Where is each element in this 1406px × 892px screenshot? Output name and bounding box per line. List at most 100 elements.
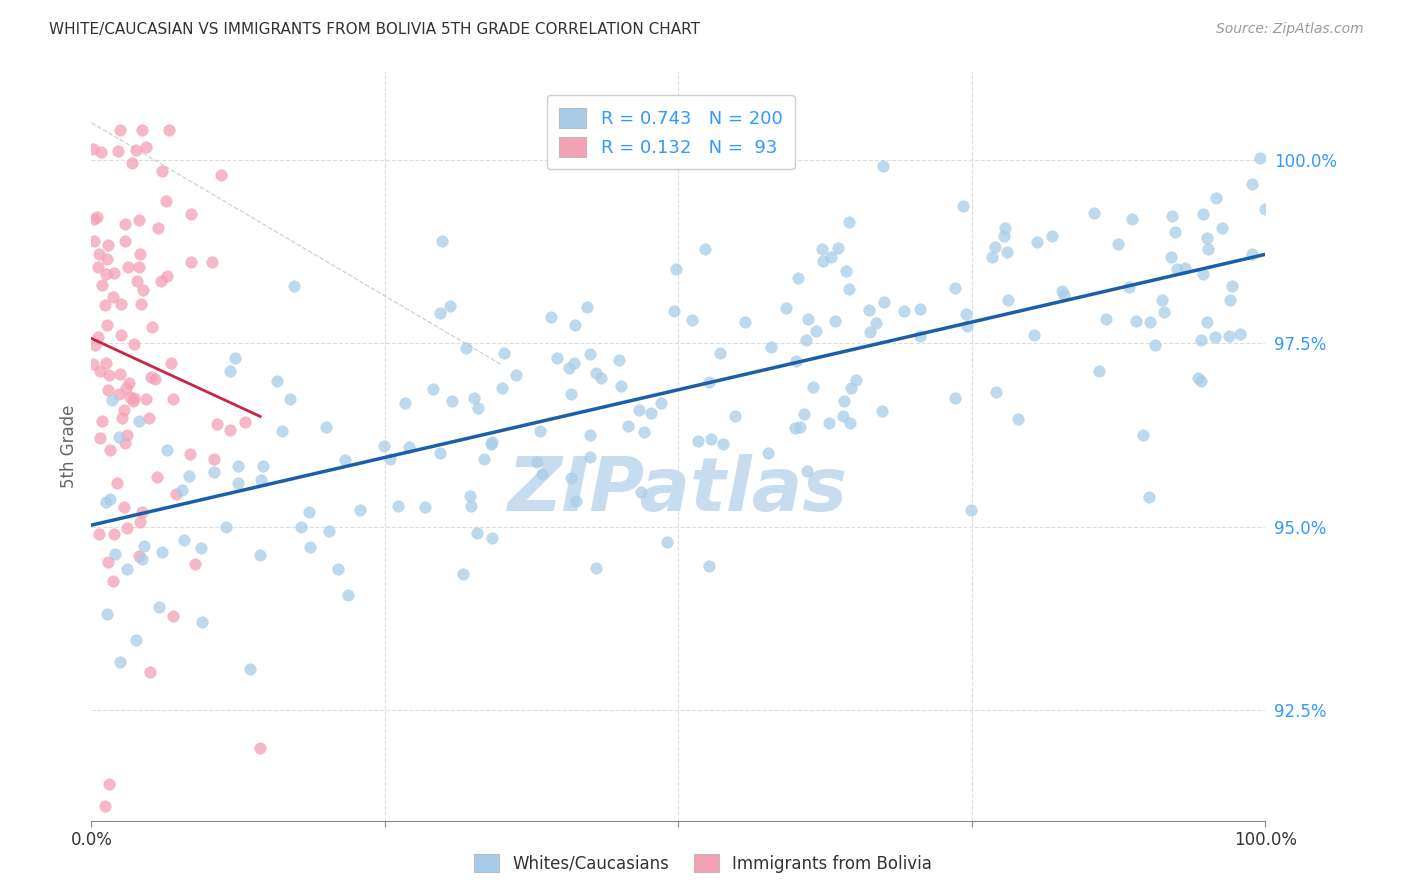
Point	[128, 413, 150, 427]
Point	[190, 541, 212, 555]
Point	[298, 505, 321, 519]
Point	[1211, 220, 1233, 235]
Point	[315, 420, 337, 434]
Point	[239, 662, 262, 676]
Point	[108, 655, 131, 669]
Point	[413, 500, 436, 515]
Point	[1139, 315, 1161, 329]
Point	[560, 471, 582, 485]
Point	[91, 414, 114, 428]
Point	[96, 252, 118, 266]
Point	[1118, 280, 1140, 294]
Point	[318, 524, 340, 538]
Point	[121, 156, 143, 170]
Point	[467, 401, 489, 415]
Point	[128, 213, 150, 227]
Point	[128, 549, 150, 563]
Point	[378, 451, 401, 466]
Point	[146, 469, 169, 483]
Point	[1053, 287, 1076, 301]
Point	[1163, 226, 1185, 240]
Point	[1192, 267, 1215, 281]
Point	[112, 403, 135, 417]
Point	[219, 364, 242, 378]
Text: ZIPatlas: ZIPatlas	[509, 454, 848, 527]
Point	[249, 473, 271, 487]
Point	[1026, 235, 1049, 249]
Point	[585, 561, 607, 575]
Point	[162, 608, 184, 623]
Point	[1249, 151, 1271, 165]
Point	[845, 373, 868, 387]
Point	[226, 459, 249, 474]
Point	[686, 434, 709, 449]
Point	[156, 443, 179, 458]
Point	[576, 300, 599, 314]
Point	[179, 447, 201, 461]
Text: Source: ZipAtlas.com: Source: ZipAtlas.com	[1216, 22, 1364, 37]
Point	[1088, 364, 1111, 378]
Point	[226, 475, 249, 490]
Point	[811, 254, 834, 268]
Point	[995, 245, 1018, 260]
Point	[1094, 312, 1116, 326]
Point	[278, 392, 301, 407]
Point	[114, 234, 136, 248]
Point	[107, 387, 129, 401]
Point	[796, 311, 818, 326]
Point	[1197, 315, 1219, 329]
Point	[1204, 330, 1226, 344]
Point	[205, 417, 228, 431]
Point	[960, 503, 983, 517]
Point	[201, 255, 224, 269]
Point	[994, 221, 1017, 235]
Point	[1189, 374, 1212, 388]
Point	[560, 387, 582, 401]
Point	[1187, 371, 1209, 385]
Point	[1107, 236, 1129, 251]
Point	[839, 416, 862, 430]
Point	[908, 329, 931, 343]
Point	[224, 351, 246, 365]
Point	[665, 261, 688, 276]
Point	[215, 519, 238, 533]
Point	[118, 376, 141, 391]
Point	[633, 425, 655, 439]
Point	[107, 144, 129, 158]
Point	[579, 347, 602, 361]
Point	[831, 409, 853, 424]
Point	[84, 337, 107, 351]
Point	[98, 492, 121, 507]
Point	[491, 381, 513, 395]
Point	[956, 319, 979, 334]
Point	[463, 391, 485, 405]
Point	[114, 217, 136, 231]
Point	[89, 246, 111, 260]
Point	[107, 430, 129, 444]
Point	[640, 406, 662, 420]
Point	[827, 241, 849, 255]
Point	[152, 545, 174, 559]
Point	[789, 420, 811, 434]
Point	[89, 431, 111, 445]
Point	[162, 392, 184, 407]
Point	[713, 437, 735, 451]
Point	[233, 415, 256, 429]
Point	[835, 264, 858, 278]
Point	[872, 159, 894, 173]
Point	[89, 364, 111, 378]
Point	[662, 303, 685, 318]
Point	[564, 318, 586, 332]
Point	[96, 318, 118, 332]
Point	[1229, 326, 1251, 341]
Point	[1220, 279, 1243, 293]
Point	[811, 242, 834, 256]
Point	[838, 282, 860, 296]
Point	[859, 326, 882, 340]
Point	[298, 540, 321, 554]
Point	[252, 458, 274, 473]
Point	[993, 228, 1015, 243]
Point	[1125, 314, 1147, 328]
Point	[1189, 333, 1212, 347]
Point	[103, 527, 125, 541]
